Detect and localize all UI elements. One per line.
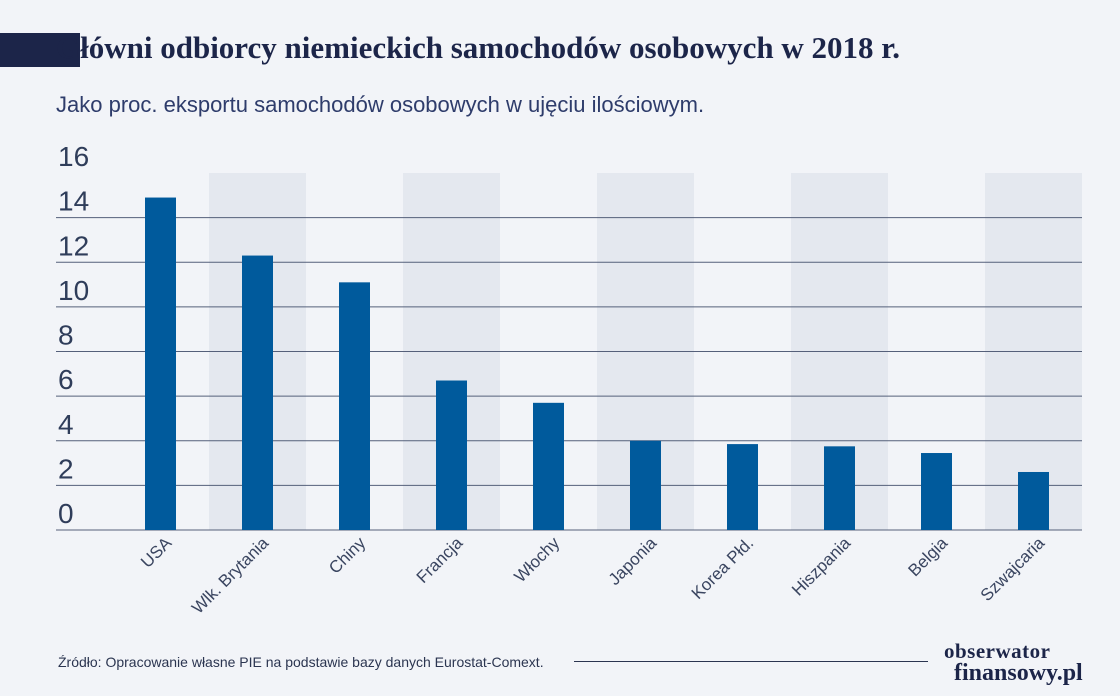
x-tick-label: Belgia — [904, 533, 951, 580]
bar — [533, 402, 564, 530]
x-tick-label: USA — [137, 533, 176, 572]
chart-subtitle: Jako proc. eksportu samochodów osobowych… — [56, 92, 705, 117]
y-tick-label: 14 — [58, 186, 89, 217]
x-tick-label: Francja — [413, 533, 467, 587]
x-tick-label: Korea Płd. — [688, 533, 758, 603]
bar — [436, 380, 467, 530]
y-tick-label: 12 — [58, 230, 89, 261]
y-tick-label: 8 — [58, 320, 74, 351]
bar — [145, 197, 176, 530]
x-axis-labels: USA Wlk. Brytania Chiny Francja Włochy Japoni… — [137, 533, 1049, 618]
source-note: Źródło: Opracowanie własne PIE na podsta… — [58, 654, 544, 670]
y-tick-label: 4 — [58, 409, 74, 440]
x-tick-label: Wlk. Brytania — [188, 533, 273, 618]
bar — [1018, 471, 1049, 530]
y-tick-label: 2 — [58, 453, 74, 484]
x-tick-label: Chiny — [325, 533, 370, 578]
bars — [145, 197, 1049, 530]
brand-logo: obserwator finansowy.pl — [944, 639, 1104, 686]
y-tick-label: 10 — [58, 275, 89, 306]
x-tick-label: Japonia — [605, 533, 661, 589]
y-tick-label: 6 — [58, 364, 74, 395]
y-axis-ticks: 0 2 4 6 8 10 12 14 16 — [58, 141, 89, 529]
bar — [339, 282, 370, 530]
bar — [727, 444, 758, 530]
bar — [921, 453, 952, 530]
bar — [242, 255, 273, 530]
source-divider — [574, 661, 928, 662]
title-accent-bar — [0, 33, 80, 67]
gridlines — [56, 217, 1082, 531]
y-tick-label: 16 — [58, 141, 89, 172]
x-tick-label: Szwajcaria — [977, 533, 1049, 605]
logo-text-top: obserwator — [944, 639, 1051, 663]
x-tick-label: Hiszpania — [788, 533, 855, 600]
logo-text-bottom: finansowy.pl — [954, 660, 1083, 686]
y-tick-label: 0 — [58, 498, 74, 529]
x-tick-label: Włochy — [510, 533, 563, 586]
bar — [824, 446, 855, 530]
bar — [630, 440, 661, 530]
chart-title: Główni odbiorcy niemieckich samochodów o… — [56, 30, 900, 65]
